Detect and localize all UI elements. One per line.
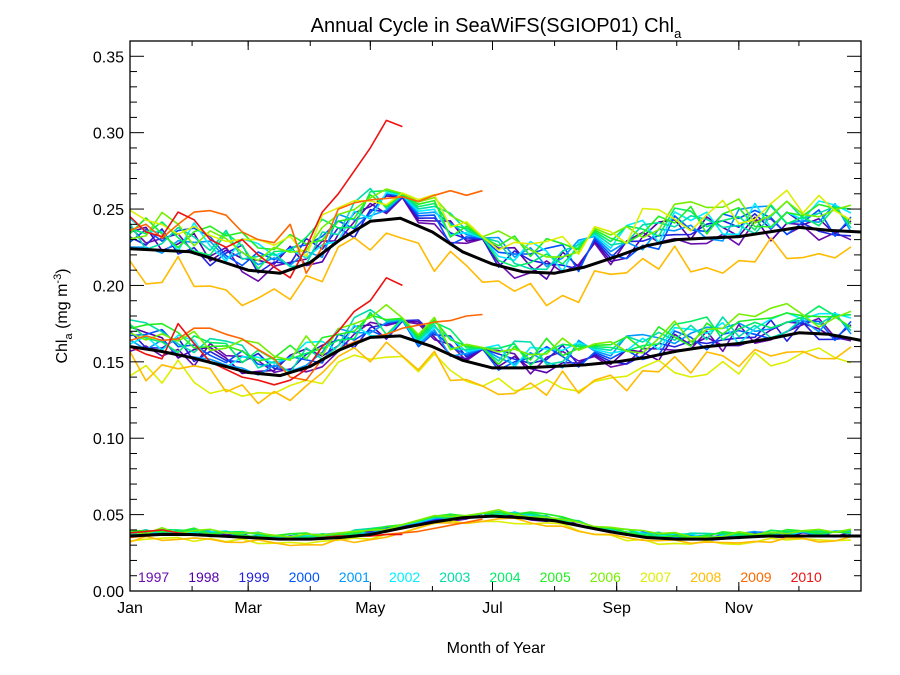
legend-entry-2001: 2001 (339, 569, 370, 585)
series-line-2008-middle (129, 341, 852, 405)
legend-entry-1999: 1999 (238, 569, 269, 585)
x-tick-label: Sep (602, 600, 631, 617)
y-axis-label: Chla (mg m-3) (52, 268, 75, 363)
y-tick-label: 0.20 (93, 278, 124, 295)
legend-entry-1997: 1997 (138, 569, 169, 585)
legend-entry-2010: 2010 (791, 569, 822, 585)
legend-entry-2004: 2004 (489, 569, 520, 585)
x-tick-label: Jan (117, 600, 143, 617)
legend-entry-2008: 2008 (690, 569, 721, 585)
x-tick-label: May (355, 600, 385, 617)
x-tick-label: Jul (482, 600, 502, 617)
y-tick-label: 0.00 (93, 584, 124, 601)
series-2006 (129, 188, 852, 539)
climatology-line-lower (129, 514, 861, 541)
series-line-2008-upper (129, 232, 852, 307)
legend-entry-2007: 2007 (640, 569, 671, 585)
x-axis-label: Month of Year (447, 640, 546, 657)
y-tick-label: 0.05 (93, 508, 124, 525)
y-tick-label: 0.10 (93, 431, 124, 448)
series-line-1997-upper (129, 196, 852, 282)
series-line-2005-middle (129, 312, 852, 366)
series-line-2006-middle (129, 302, 852, 361)
climatology-layer (129, 216, 862, 541)
series-line-2008-lower (129, 517, 852, 547)
series-2008 (129, 232, 852, 547)
y-tick-label: 0.30 (93, 126, 124, 143)
y-tick-label: 0.25 (93, 202, 124, 219)
climatology-line-upper (129, 216, 862, 275)
series-line-2006-lower (129, 509, 852, 539)
x-axis: Jan Mar May Jul Sep Nov (117, 41, 800, 617)
series-line-2010-middle (129, 277, 403, 386)
x-tick-label: Mar (234, 600, 262, 617)
legend-entry-2000: 2000 (289, 569, 320, 585)
legend-entry-2003: 2003 (439, 569, 470, 585)
legend-entry-2002: 2002 (389, 569, 420, 585)
y-tick-label: 0.15 (93, 355, 124, 372)
y-tick-label: 0.35 (93, 49, 124, 66)
legend-entry-2009: 2009 (740, 569, 771, 585)
legend: 1997 1998 1999 2000 2001 2002 2003 2004 2005 2006… (138, 569, 822, 585)
x-tick-label: Nov (725, 600, 753, 617)
y-axis: 0.00 0.05 0.10 0.15 0.20 0.25 0.30 0.35 (93, 49, 861, 601)
series-line-2009-middle (129, 313, 483, 381)
series-line-2006-upper (129, 188, 852, 262)
series-layer (129, 119, 852, 547)
legend-entry-1998: 1998 (188, 569, 219, 585)
series-line-2007-upper (129, 189, 852, 258)
legend-entry-2006: 2006 (590, 569, 621, 585)
climatology-line-middle (129, 331, 862, 378)
series-line-2009-upper (129, 189, 483, 274)
legend-entry-2005: 2005 (540, 569, 571, 585)
series-line-2010-upper (129, 119, 403, 279)
chart-title: Annual Cycle in SeaWiFS(SGIOP01) Chla (311, 15, 682, 41)
